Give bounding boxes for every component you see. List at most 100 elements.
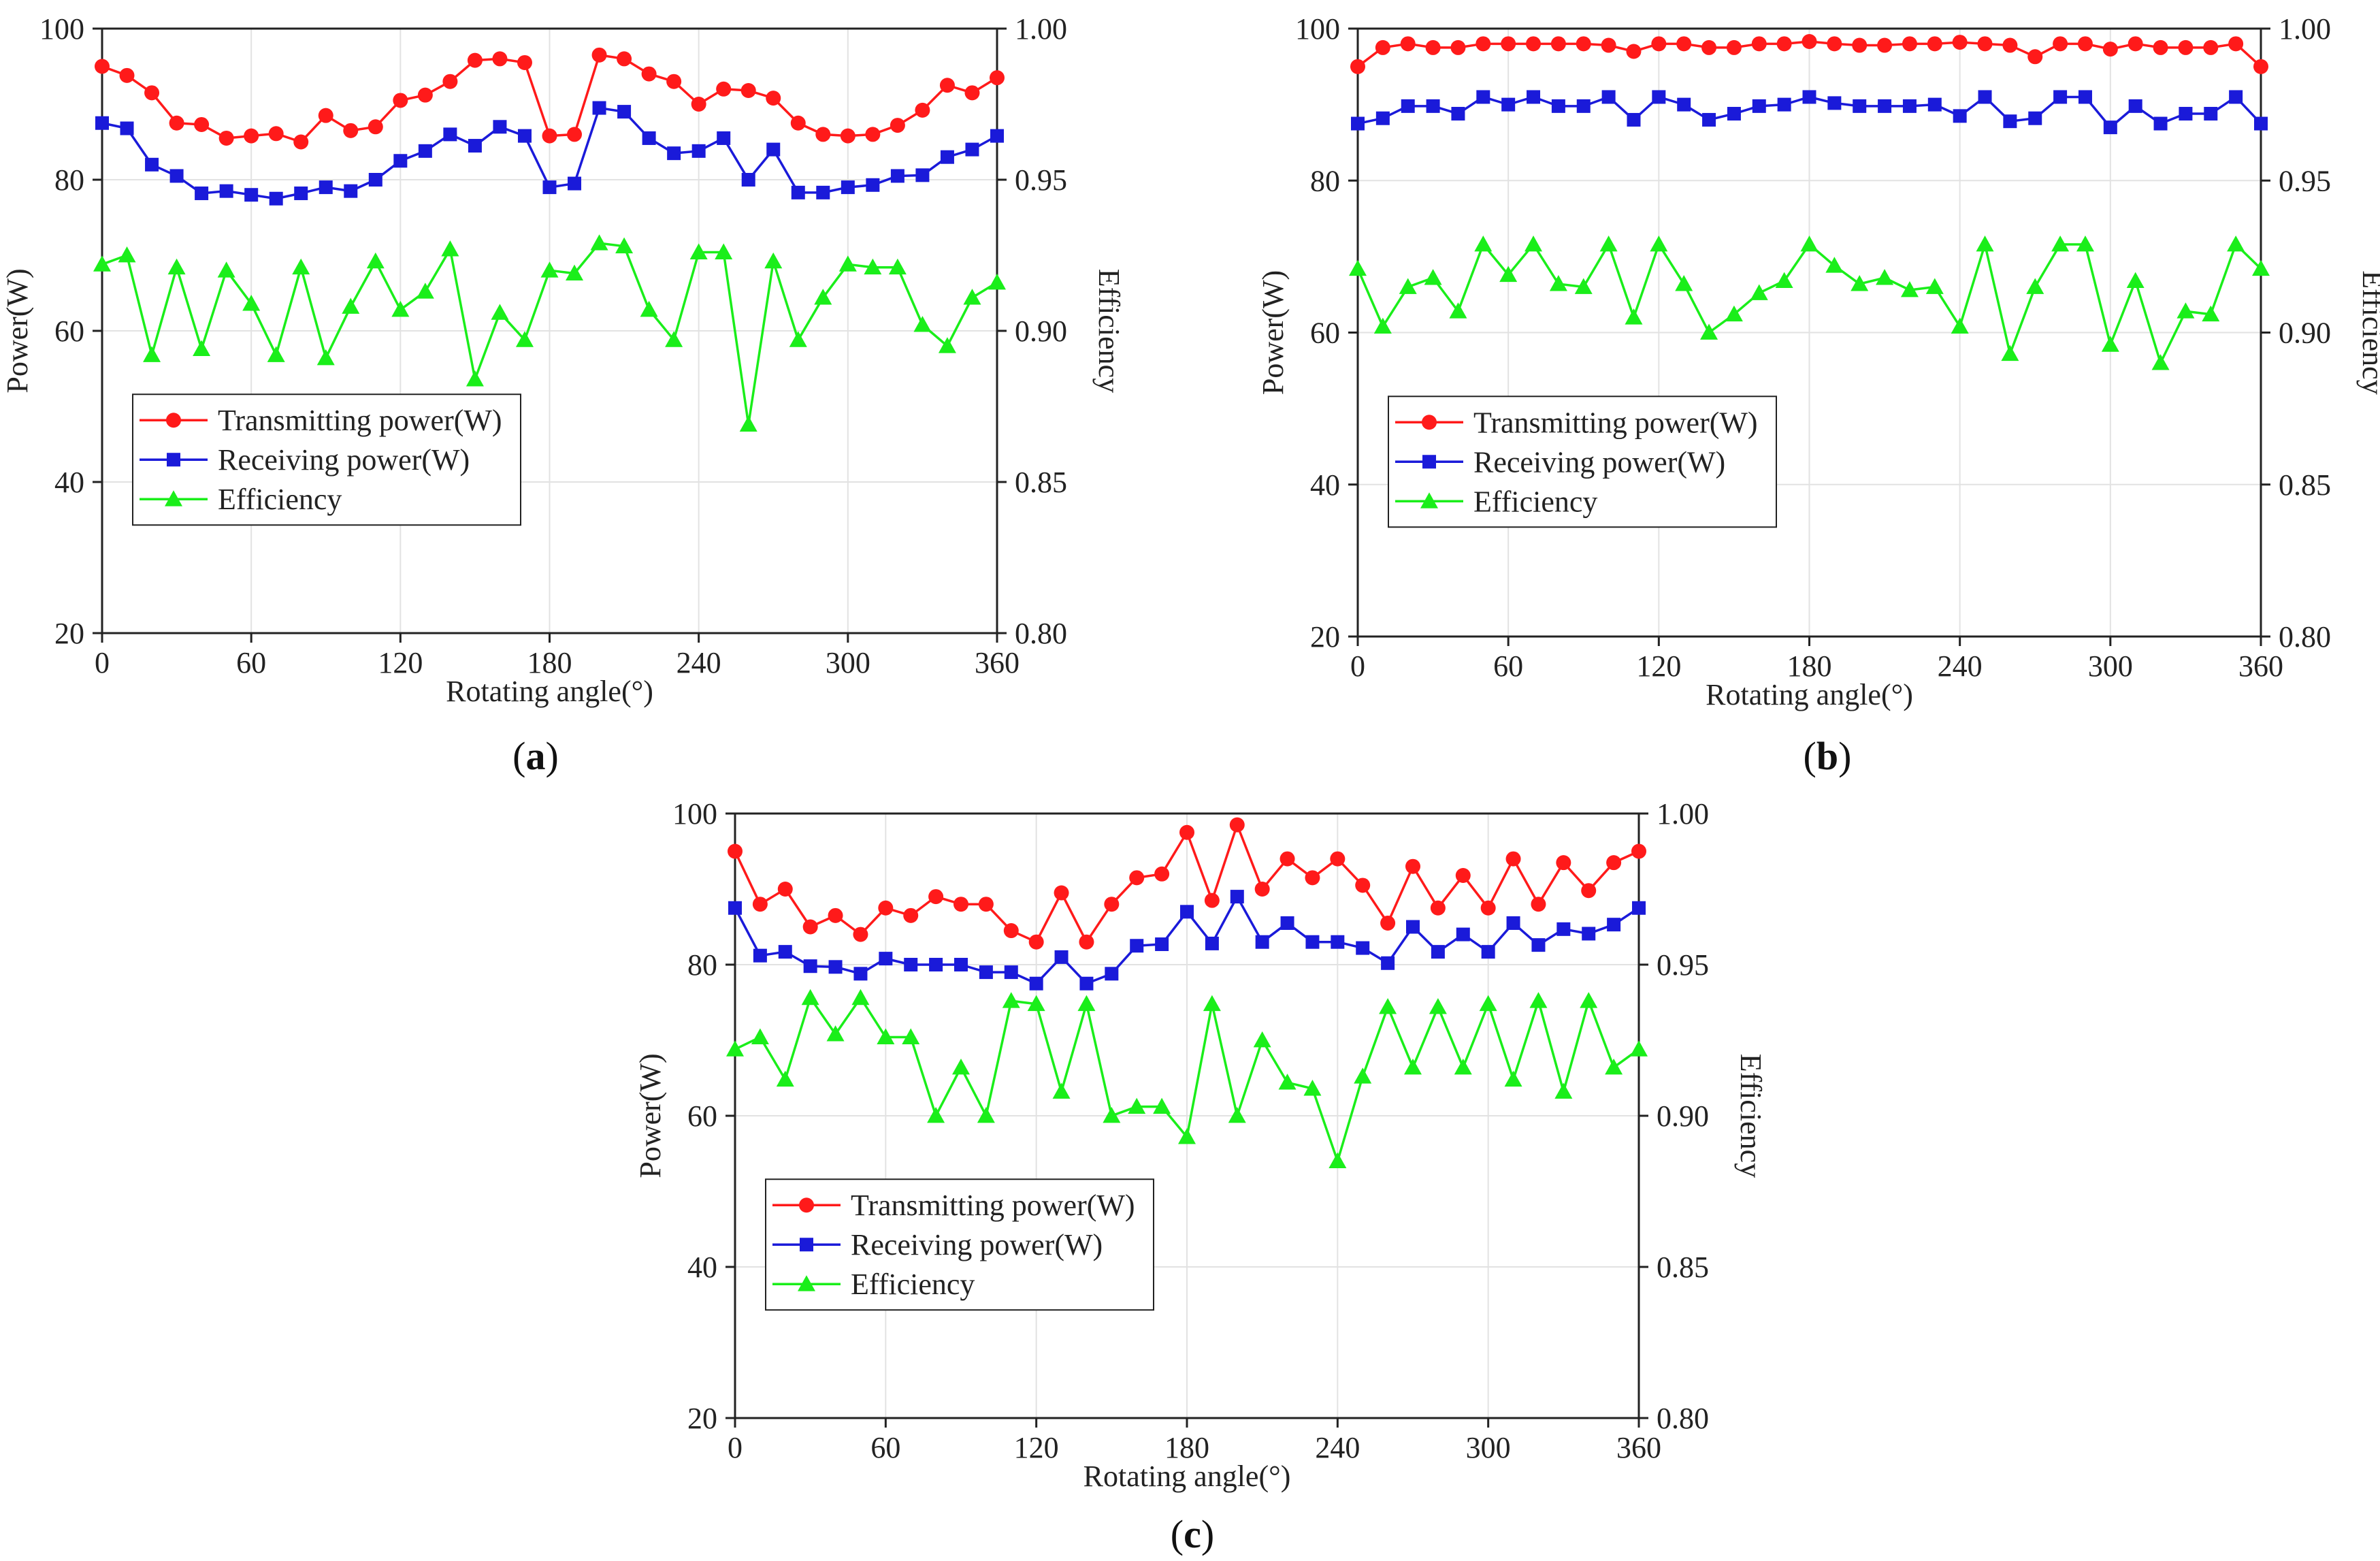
y2-tick-label: 0.85 xyxy=(1015,466,1067,499)
receiving-power-point xyxy=(1632,901,1646,915)
receiving-power-point xyxy=(2028,111,2042,125)
transmitting-power-point xyxy=(467,52,483,68)
efficiency-point xyxy=(2126,272,2145,288)
efficiency-point xyxy=(1303,1080,1322,1096)
transmitting-power-point xyxy=(1480,900,1496,916)
transmitting-power-point xyxy=(1355,878,1371,893)
efficiency-point xyxy=(1549,275,1567,291)
efficiency-point xyxy=(913,316,932,332)
legend-item-efficiency: Efficiency xyxy=(140,483,342,516)
transmitting-power-point xyxy=(1751,36,1767,52)
efficiency-point xyxy=(267,346,285,362)
legend-swatch-marker xyxy=(1420,492,1438,509)
receiving-power-point xyxy=(1130,939,1144,953)
transmitting-power-point xyxy=(591,47,607,63)
efficiency-point xyxy=(1525,236,1543,252)
efficiency-point xyxy=(1103,1107,1121,1123)
transmitting-power-point xyxy=(1802,33,1817,49)
receiving-power-point xyxy=(979,965,993,980)
x-tick-label: 60 xyxy=(1493,649,1523,683)
efficiency-point xyxy=(2101,336,2119,352)
receiving-power-point xyxy=(1777,97,1791,112)
efficiency-point xyxy=(2076,236,2094,252)
transmitting-power-point xyxy=(119,67,135,83)
legend-item-efficiency: Efficiency xyxy=(1395,485,1597,518)
y-tick-label: 80 xyxy=(687,948,717,982)
receiving-power-point xyxy=(1155,937,1169,952)
y-tick-label: 80 xyxy=(54,163,84,197)
transmitting-power-point xyxy=(492,51,508,67)
receiving-power-point xyxy=(617,105,632,119)
efficiency-point xyxy=(851,988,870,1005)
transmitting-power-point xyxy=(144,85,160,101)
y2-tick-label: 1.00 xyxy=(2279,12,2331,46)
transmitting-power-point xyxy=(1601,37,1616,53)
receiving-power-point xyxy=(195,186,209,200)
legend-item-receiving-power: Receiving power(W) xyxy=(772,1228,1103,1261)
receiving-power-point xyxy=(1582,927,1596,941)
x-tick-label: 60 xyxy=(236,646,266,679)
transmitting-power-point xyxy=(567,127,583,142)
efficiency-point xyxy=(1750,284,1768,300)
transmitting-power-point xyxy=(343,123,359,138)
efficiency-point xyxy=(93,255,111,272)
efficiency-point xyxy=(1700,323,1718,340)
receiving-power-point xyxy=(1230,890,1244,904)
transmitting-power-point xyxy=(766,91,781,106)
efficiency-point xyxy=(689,243,708,259)
efficiency-point xyxy=(1449,302,1467,319)
efficiency-point xyxy=(1675,275,1693,291)
efficiency-point xyxy=(1354,1067,1372,1084)
receiving-power-point xyxy=(1506,916,1520,930)
y-tick-label: 40 xyxy=(1310,468,1340,502)
legend-swatch-marker xyxy=(167,453,180,467)
efficiency-point xyxy=(739,415,757,432)
efficiency-point xyxy=(540,261,559,278)
legend-item-transmitting-power: Transmitting power(W) xyxy=(772,1189,1135,1222)
transmitting-power-point xyxy=(2002,37,2018,53)
efficiency-point xyxy=(167,258,186,275)
efficiency-point xyxy=(977,1107,995,1123)
receiving-power-point xyxy=(1351,116,1365,131)
transmitting-power-point xyxy=(1776,36,1792,52)
receiving-power-point xyxy=(866,178,880,192)
y-axis-title: Power(W) xyxy=(1256,270,1290,395)
legend-label: Efficiency xyxy=(218,483,342,516)
efficiency-point xyxy=(927,1107,945,1123)
panel-label-a: (a) xyxy=(512,734,559,778)
efficiency-point xyxy=(1599,236,1618,252)
x-tick-label: 240 xyxy=(676,646,721,679)
y2-tick-label: 0.80 xyxy=(2279,620,2331,654)
transmitting-power-point xyxy=(169,115,184,131)
efficiency-point xyxy=(963,289,981,305)
transmitting-power-point xyxy=(1054,885,1069,901)
efficiency-point xyxy=(590,234,608,251)
series-efficiency xyxy=(93,234,1006,432)
receiving-power-point xyxy=(1280,916,1294,930)
transmitting-power-point xyxy=(1606,855,1622,871)
legend-swatch-marker xyxy=(1422,415,1437,430)
transmitting-power-point xyxy=(1852,37,1868,53)
transmitting-power-point xyxy=(2153,39,2168,55)
transmitting-power-point xyxy=(1902,36,1917,52)
efficiency-point xyxy=(1574,278,1593,294)
x-tick-label: 180 xyxy=(1164,1431,1209,1464)
receiving-power-point xyxy=(816,185,830,199)
receiving-power-point xyxy=(965,142,979,157)
transmitting-power-point xyxy=(953,897,968,912)
receiving-power-point xyxy=(2179,107,2193,121)
transmitting-power-point xyxy=(1927,36,1942,52)
transmitting-power-point xyxy=(1576,36,1591,52)
transmitting-power-point xyxy=(1550,36,1566,52)
transmitting-power-point xyxy=(2128,36,2143,52)
transmitting-power-point xyxy=(1425,39,1441,55)
receiving-power-point xyxy=(1853,99,1867,113)
legend: Transmitting power(W) Receiving power(W) E… xyxy=(1388,396,1777,528)
chart-panel-a: 0 60 120 180 240 300 360 20 40 60 80 100 0.80 0.85 0.9… xyxy=(1,12,1126,708)
transmitting-power-point xyxy=(1581,883,1597,899)
y2-tick-label: 1.00 xyxy=(1015,12,1067,46)
x-axis-title: Rotating angle(°) xyxy=(1706,678,1913,711)
x-tick-label: 300 xyxy=(826,646,870,679)
efficiency-point xyxy=(1253,1031,1271,1048)
